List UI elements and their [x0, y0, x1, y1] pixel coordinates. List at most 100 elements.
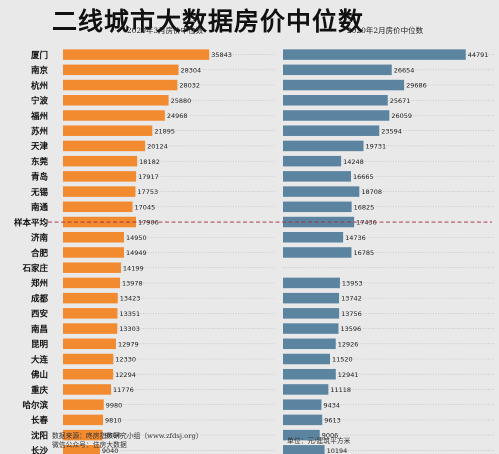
bar [63, 445, 100, 454]
bar [63, 429, 103, 441]
category-label: 哈尔滨 [22, 400, 48, 411]
bar [63, 414, 104, 426]
data-label: 26654 [394, 66, 415, 74]
bar [63, 277, 121, 289]
bar [63, 338, 116, 350]
data-label: 18708 [361, 188, 382, 196]
bar [63, 323, 118, 334]
category-label: 样本平均 [14, 217, 49, 228]
data-label: 12294 [115, 371, 136, 379]
category-label: 东莞 [31, 156, 49, 167]
data-label: 9434 [323, 401, 340, 409]
bar [283, 95, 388, 106]
bar [283, 49, 466, 60]
category-label: 厦门 [31, 50, 48, 61]
bar [283, 232, 344, 243]
bar [63, 232, 124, 243]
category-label: 南通 [31, 202, 49, 213]
bar [283, 79, 405, 91]
series-label: 2020年3月房价中位数 [127, 25, 204, 35]
data-label: 24968 [167, 112, 188, 120]
data-label: 17753 [137, 188, 158, 196]
data-label: 9613 [324, 416, 341, 424]
category-label: 长春 [31, 415, 49, 426]
data-label: 20124 [147, 143, 168, 151]
category-label: 无锡 [30, 187, 49, 198]
bar [283, 125, 380, 136]
bar [63, 171, 137, 182]
data-label: 35843 [211, 51, 232, 59]
data-label: 28032 [179, 82, 200, 90]
data-label: 28304 [180, 66, 201, 74]
category-label: 石家庄 [21, 263, 48, 274]
data-label: 16665 [353, 173, 374, 181]
category-label: 大连 [31, 354, 49, 365]
bar [63, 125, 153, 136]
bar [283, 399, 322, 410]
data-label: 12926 [338, 340, 359, 348]
bar [283, 323, 339, 334]
data-label: 9686 [105, 432, 122, 440]
data-label: 25671 [390, 97, 411, 105]
data-label: 14248 [343, 158, 364, 166]
bar [283, 308, 340, 319]
bar [63, 95, 169, 106]
category-label: 西安 [31, 309, 49, 320]
bar [283, 353, 331, 365]
data-label: 17436 [356, 219, 377, 227]
data-label: 16785 [353, 249, 374, 257]
data-label: 11118 [330, 386, 351, 394]
bar [283, 155, 342, 167]
data-label: 11776 [113, 386, 134, 394]
category-label: 天津 [31, 141, 49, 152]
data-label: 13953 [342, 280, 363, 288]
bar [63, 201, 133, 213]
data-label: 17045 [135, 203, 156, 211]
bar [63, 79, 178, 91]
bar [63, 110, 165, 121]
data-label: 14736 [345, 234, 366, 242]
data-label: 13423 [120, 295, 141, 303]
data-label: 9040 [102, 447, 119, 454]
data-label: 14199 [123, 264, 144, 272]
bar [283, 64, 392, 76]
data-label: 21895 [154, 127, 175, 135]
bar [63, 140, 146, 152]
bar [63, 49, 210, 60]
bar [283, 201, 352, 213]
data-label: 14950 [126, 234, 147, 242]
data-label: 12979 [118, 340, 139, 348]
bar [283, 247, 352, 258]
category-label: 苏州 [31, 126, 48, 137]
category-label: 青岛 [31, 172, 48, 183]
data-label: 10194 [327, 447, 348, 454]
bar [283, 216, 355, 228]
bar [63, 155, 138, 167]
data-label: 25880 [171, 97, 192, 105]
data-label: 12330 [115, 356, 136, 364]
data-label: 14949 [126, 249, 147, 257]
category-label: 济南 [31, 233, 49, 244]
data-label: 26059 [391, 112, 412, 120]
bar [63, 64, 179, 76]
bar [283, 171, 351, 182]
bar [63, 292, 118, 304]
data-label: 13351 [119, 310, 140, 318]
category-label: 杭州 [31, 80, 48, 91]
bar [63, 262, 121, 273]
data-label: 12941 [338, 371, 359, 379]
data-label: 9006 [322, 432, 339, 440]
data-label: 19731 [366, 143, 387, 151]
bar [63, 368, 114, 380]
data-label: 44791 [468, 51, 489, 59]
bar [283, 338, 336, 350]
data-label: 17906 [138, 219, 159, 227]
data-label: 13756 [341, 310, 362, 318]
data-label: 23594 [381, 127, 402, 135]
category-label: 佛山 [30, 370, 48, 381]
data-label: 13303 [119, 325, 140, 333]
source-note-wechat: 微信公众号：住房大数据 [52, 440, 127, 449]
category-label: 合肥 [30, 248, 49, 259]
category-label: 福州 [30, 111, 48, 122]
